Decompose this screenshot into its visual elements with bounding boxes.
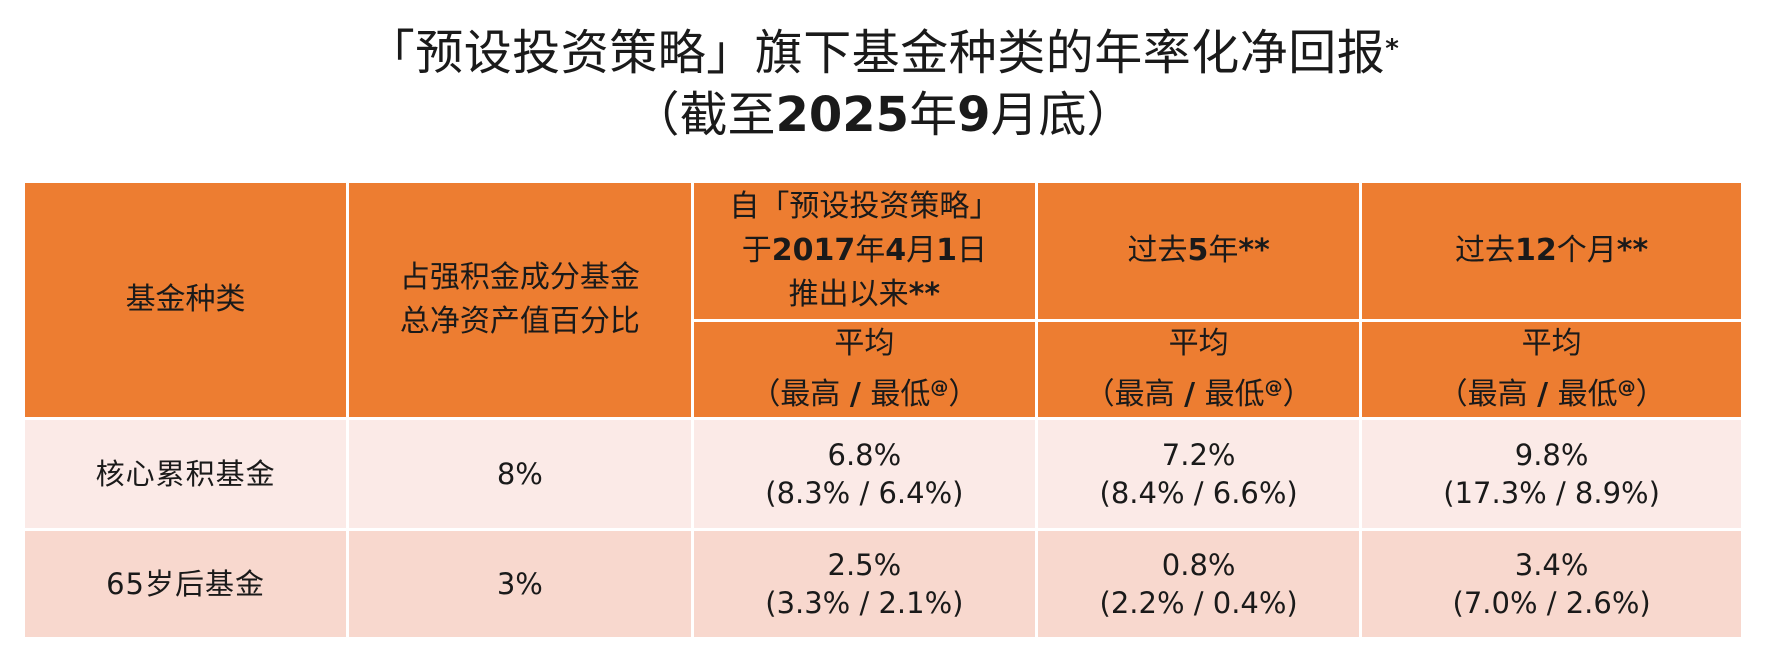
header-share: 占强积金成分基金 总净资产值百分比: [346, 180, 694, 420]
sub-open: （最高: [750, 377, 850, 412]
sub-slash: /: [1537, 377, 1549, 412]
since-day-char: 日: [956, 233, 987, 268]
header-past-12-months: 过去12个月**: [1359, 180, 1744, 322]
avg-value: 7.2%: [1161, 438, 1236, 472]
range-value: (17.3% / 8.9%): [1443, 476, 1660, 510]
past5-footnote-mark: **: [1238, 233, 1270, 268]
sub-low: 最低: [860, 377, 931, 412]
since-month-char: 月: [906, 233, 937, 268]
title-date-year: 2025: [775, 87, 910, 143]
header-share-line2: 总净资产值百分比: [399, 304, 640, 339]
header-past-5-years: 过去5年**: [1035, 180, 1363, 322]
subheader-past-5-years: 平均 （最高 / 最低@）: [1035, 319, 1363, 420]
sub-range-label: （最高 / 最低@）: [694, 366, 1035, 417]
since-launch-cell: 2.5% (3.3% / 2.1%): [690, 528, 1039, 640]
title-line-2: （截至2025年9月底）: [0, 84, 1766, 146]
title-date-open: （截至: [631, 87, 776, 143]
past-5-years-cell: 7.2% (8.4% / 6.6%): [1035, 417, 1363, 531]
past12-footnote-mark: **: [1616, 233, 1649, 268]
title-text: 「预设投资策略」旗下基金种类的年率化净回报: [366, 25, 1386, 81]
page-title: 「预设投资策略」旗下基金种类的年率化净回报* （截至2025年9月底）: [0, 22, 1766, 146]
past-12-months-cell: 9.8% (17.3% / 8.9%): [1359, 417, 1744, 531]
fund-name-cell: 核心累积基金: [21, 417, 350, 531]
avg-value: 9.8%: [1514, 438, 1589, 472]
share-cell: 3%: [346, 528, 694, 640]
since-year: 2017: [771, 233, 856, 268]
title-line-1: 「预设投资策略」旗下基金种类的年率化净回报*: [0, 22, 1766, 84]
header-since-line2: 于2017年4月1日: [694, 229, 1035, 273]
title-footnote-mark: *: [1385, 34, 1400, 64]
range-value: (8.3% / 6.4%): [765, 476, 964, 510]
sub-range-label: （最高 / 最低@）: [1362, 366, 1741, 417]
since-launch-cell: 6.8% (8.3% / 6.4%): [690, 417, 1039, 531]
sub-avg-label: 平均: [834, 326, 895, 361]
avg-value: 6.8%: [827, 438, 902, 472]
since-year-char: 年: [855, 233, 886, 268]
past5-post: 年: [1208, 233, 1239, 268]
since-day: 1: [936, 233, 957, 268]
since-footnote-mark: **: [908, 277, 941, 312]
past-12-months-cell: 3.4% (7.0% / 2.6%): [1359, 528, 1744, 640]
range-value: (3.3% / 2.1%): [765, 586, 964, 620]
header-fund-type: 基金种类: [21, 180, 350, 420]
table-row: 65岁后基金 3% 2.5% (3.3% / 2.1%) 0.8% (2.2% / …: [21, 528, 1744, 640]
past5-num: 5: [1187, 233, 1209, 268]
past12-pre: 过去: [1455, 233, 1516, 268]
sub-low: 最低: [1548, 377, 1618, 412]
title-date-close: 月底）: [990, 87, 1135, 143]
sub-at-mark: @: [1264, 377, 1283, 398]
sub-close: ）: [948, 377, 979, 412]
range-value: (8.4% / 6.6%): [1099, 476, 1298, 510]
range-value: (2.2% / 0.4%): [1099, 586, 1298, 620]
since-month: 4: [885, 233, 907, 268]
title-date-year-char: 年: [909, 87, 958, 143]
header-since-line1: 自「预设投资策略」: [729, 189, 1000, 224]
header-share-line1: 占强积金成分基金: [399, 260, 640, 295]
sub-open: （最高: [1084, 377, 1185, 412]
past-5-years-cell: 0.8% (2.2% / 0.4%): [1035, 528, 1363, 640]
since-line3-text: 推出以来: [788, 277, 909, 312]
subheader-past-12-months: 平均 （最高 / 最低@）: [1359, 319, 1744, 420]
sub-avg-label: 平均: [1521, 326, 1582, 361]
avg-value: 2.5%: [827, 548, 902, 582]
past5-pre: 过去: [1127, 233, 1188, 268]
since-pre: 于: [741, 233, 772, 268]
avg-value: 0.8%: [1161, 548, 1236, 582]
range-value: (7.0% / 2.6%): [1452, 586, 1651, 620]
share-cell: 8%: [346, 417, 694, 531]
past12-post: 个月: [1556, 233, 1617, 268]
fund-name-cell: 65岁后基金: [21, 528, 350, 640]
sub-slash: /: [1184, 377, 1196, 412]
sub-close: ）: [1635, 377, 1666, 412]
sub-open: （最高: [1437, 377, 1538, 412]
sub-at-mark: @: [1617, 377, 1636, 398]
sub-slash: /: [849, 377, 861, 412]
sub-range-label: （最高 / 最低@）: [1038, 366, 1359, 417]
sub-avg-label: 平均: [1168, 326, 1229, 361]
subheader-since-launch: 平均 （最高 / 最低@）: [690, 319, 1039, 420]
returns-table: 基金种类 占强积金成分基金 总净资产值百分比 自「预设投资策略」 于2017年4…: [21, 180, 1744, 640]
sub-close: ）: [1282, 377, 1313, 412]
past12-num: 12: [1515, 233, 1557, 268]
header-since-line3: 推出以来**: [694, 273, 1035, 317]
sub-low: 最低: [1195, 377, 1265, 412]
subheader-row: 平均 （最高 / 最低@） 平均 （最高 / 最低@） 平均 （最高 / 最低@…: [24, 319, 1744, 420]
avg-value: 3.4%: [1514, 548, 1589, 582]
header-since-launch: 自「预设投资策略」 于2017年4月1日 推出以来**: [690, 180, 1039, 322]
title-date-month: 9: [957, 87, 991, 143]
header-row: 基金种类 占强积金成分基金 总净资产值百分比 自「预设投资策略」 于2017年4…: [21, 180, 1744, 420]
sub-at-mark: @: [930, 377, 949, 398]
table-row: 核心累积基金 8% 6.8% (8.3% / 6.4%) 7.2% (8.4% / …: [21, 417, 1744, 531]
